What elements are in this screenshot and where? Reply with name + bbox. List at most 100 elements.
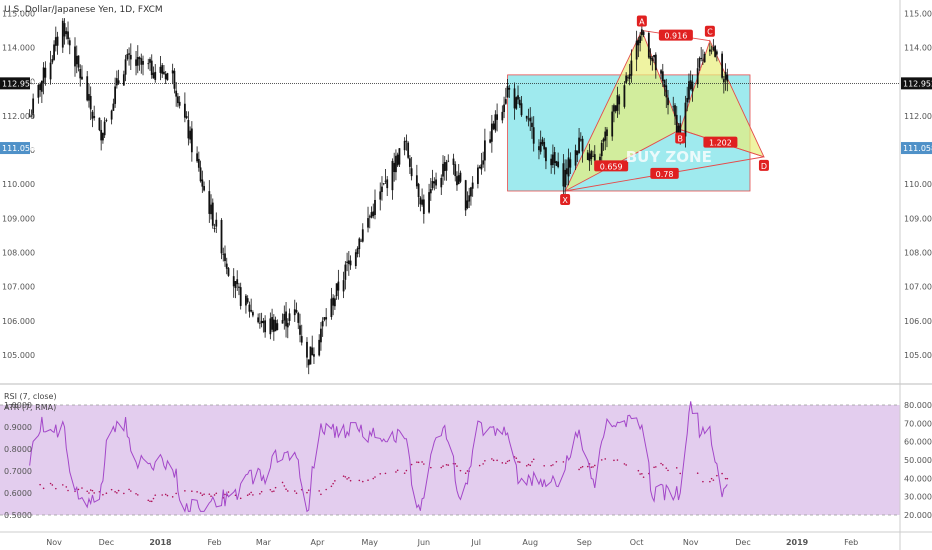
candle-body: [238, 286, 240, 288]
candle-body: [428, 192, 430, 213]
atr-dot: [661, 464, 664, 466]
candle-body: [538, 146, 540, 151]
candle-body: [415, 175, 418, 187]
candle-body: [490, 123, 493, 142]
candle-body: [579, 139, 582, 141]
candle-body: [40, 80, 43, 92]
candle-body: [452, 158, 455, 165]
candle-body: [321, 320, 324, 327]
candle-body: [112, 103, 115, 111]
atr-dot: [39, 483, 41, 486]
last-price-tag-left-text: 112.952: [2, 79, 35, 88]
atr-dot: [89, 489, 92, 491]
candle-body: [211, 202, 214, 226]
atr-dot: [421, 461, 423, 463]
candle-body: [138, 57, 141, 60]
atr-dot: [367, 479, 369, 481]
candle-body: [660, 70, 662, 74]
atr-dot: [478, 464, 481, 467]
candle-body: [454, 164, 457, 177]
marker-price-tag-left-text: 111.058: [2, 144, 35, 153]
candle-body: [471, 182, 474, 189]
atr-dot: [248, 493, 251, 495]
candle-body: [199, 167, 202, 182]
atr-dot: [224, 493, 226, 496]
candle-body: [649, 56, 652, 60]
candle-body: [508, 87, 511, 90]
atr-dot: [403, 472, 406, 474]
time-tick-label: Jun: [417, 538, 431, 547]
pattern-point-b-box: [675, 132, 686, 144]
candle-body: [136, 56, 139, 66]
candle-body: [586, 152, 589, 160]
ratio-a-c-text: 0.916: [664, 32, 687, 41]
atr-dot: [492, 459, 495, 462]
candle-body: [482, 160, 485, 165]
ratio-x-d-text: 0.78: [656, 170, 674, 179]
atr-dot: [379, 472, 382, 475]
atr-dot: [405, 469, 408, 472]
candle-body: [159, 66, 162, 73]
price-tick-label: 112.000: [904, 112, 932, 121]
atr-tick-label: 30.0000: [904, 493, 932, 502]
time-tick-label: Nov: [683, 538, 699, 547]
candle-body: [252, 312, 254, 316]
candle-body: [457, 175, 460, 185]
atr-dot: [581, 465, 584, 468]
time-tick-label: 2018: [149, 538, 172, 547]
candle-body: [173, 70, 176, 89]
atr-dot: [259, 493, 261, 495]
candle-body: [220, 219, 223, 254]
candle-body: [354, 252, 357, 267]
candle-body: [197, 158, 200, 168]
atr-dot: [430, 466, 432, 469]
atr-dot: [491, 458, 493, 460]
candle-body: [408, 158, 411, 167]
candle-body: [477, 167, 479, 184]
candle-body: [44, 67, 47, 78]
atr-dot: [440, 466, 443, 469]
atr-dot: [306, 491, 308, 494]
atr-dot: [416, 461, 418, 463]
candle-body: [63, 23, 66, 37]
atr-dot: [283, 485, 286, 487]
candles: [28, 18, 729, 375]
atr-dot: [384, 472, 387, 475]
atr-dot: [51, 484, 54, 486]
price-tick-label-left: 105.000: [2, 351, 35, 360]
time-tick-label: Oct: [630, 538, 644, 547]
candle-body: [642, 31, 645, 35]
atr-dot: [307, 489, 310, 491]
candle-body: [602, 138, 605, 142]
candle-body: [647, 32, 650, 58]
candle-body: [318, 339, 321, 356]
candle-body: [464, 180, 467, 211]
atr-dot: [679, 472, 682, 475]
atr-dot: [555, 460, 558, 463]
candle-body: [283, 313, 286, 321]
candle-body: [443, 162, 446, 172]
candle-body: [222, 253, 225, 255]
atr-dot: [285, 488, 287, 491]
atr-dot: [590, 466, 593, 468]
atr-dot: [152, 497, 155, 500]
candle-body: [152, 72, 155, 79]
candle-body: [578, 137, 580, 154]
candle-body: [517, 95, 519, 100]
chart-title: U.S. Dollar/Japanese Yen, 1D, FXCM: [4, 5, 163, 15]
atr-dot: [201, 494, 204, 496]
candle-body: [564, 169, 567, 188]
ratio-b-d-box: [703, 136, 738, 148]
atr-dot: [274, 486, 277, 489]
candle-body: [552, 154, 554, 166]
last-price-tag-right: [901, 77, 932, 90]
candle-body: [91, 111, 94, 119]
price-tick-label: 106.000: [904, 317, 932, 326]
price-tick-label: 110.000: [904, 180, 932, 189]
time-tick-label: Dec: [735, 538, 750, 547]
atr-dot: [116, 492, 118, 494]
candle-body: [637, 39, 640, 46]
candle-body: [543, 141, 546, 150]
atr-dot: [346, 478, 348, 480]
